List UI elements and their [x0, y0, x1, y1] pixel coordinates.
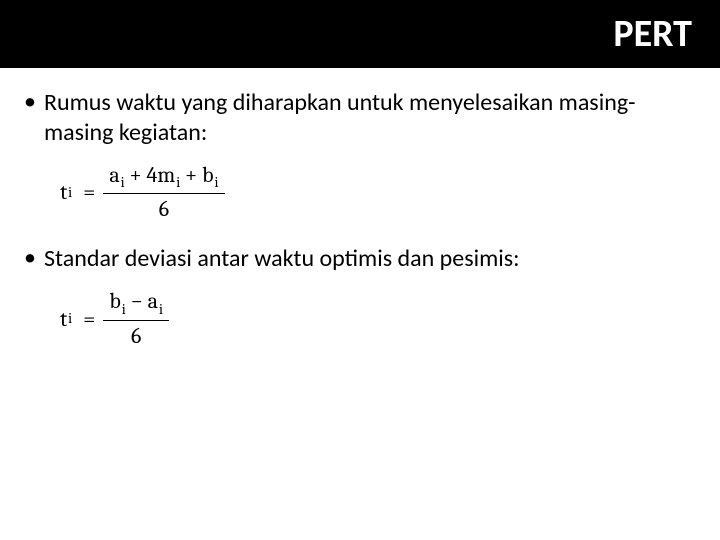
- denominator: 6: [159, 194, 169, 222]
- bullet-text-1: Rumus waktu yang diharapkan untuk menyel…: [44, 88, 696, 148]
- bullet-marker: •: [24, 88, 36, 117]
- denominator: 6: [131, 321, 141, 349]
- formula-std-dev: ti = bi − ai 6: [60, 288, 696, 348]
- numerator: ai + 4mi + bi: [103, 162, 224, 194]
- bullet-item: • Standar deviasi antar waktu optimis da…: [24, 244, 696, 274]
- sub-i: i: [215, 174, 219, 191]
- header-bar: PERT: [0, 0, 720, 68]
- var-a: a: [109, 162, 119, 188]
- formula-lhs: ti: [60, 306, 75, 332]
- bullet-marker: •: [24, 244, 36, 273]
- sub-i: i: [68, 310, 72, 327]
- equals-sign: =: [83, 306, 95, 332]
- equals-sign: =: [83, 179, 95, 205]
- sub-i: i: [68, 184, 72, 201]
- formula-lhs: ti: [60, 179, 75, 205]
- fraction: ai + 4mi + bi 6: [103, 162, 224, 222]
- term-4m: + 4m: [125, 162, 176, 188]
- var-b: b: [109, 288, 120, 314]
- page-title: PERT: [613, 11, 692, 57]
- var-t: t: [60, 179, 67, 205]
- bullet-item: • Rumus waktu yang diharapkan untuk meny…: [24, 88, 696, 148]
- var-t: t: [60, 306, 67, 332]
- numerator: bi − ai: [103, 288, 169, 320]
- content-area: • Rumus waktu yang diharapkan untuk meny…: [0, 68, 720, 349]
- var-b: b: [202, 162, 213, 188]
- formula-expected-time: ti = ai + 4mi + bi 6: [60, 162, 696, 222]
- bullet-text-2: Standar deviasi antar waktu optimis dan …: [44, 244, 520, 274]
- minus-op: −: [126, 288, 148, 314]
- var-a: a: [148, 288, 158, 314]
- sub-i: i: [159, 301, 163, 318]
- plus-op: +: [180, 162, 202, 188]
- fraction: bi − ai 6: [103, 288, 169, 348]
